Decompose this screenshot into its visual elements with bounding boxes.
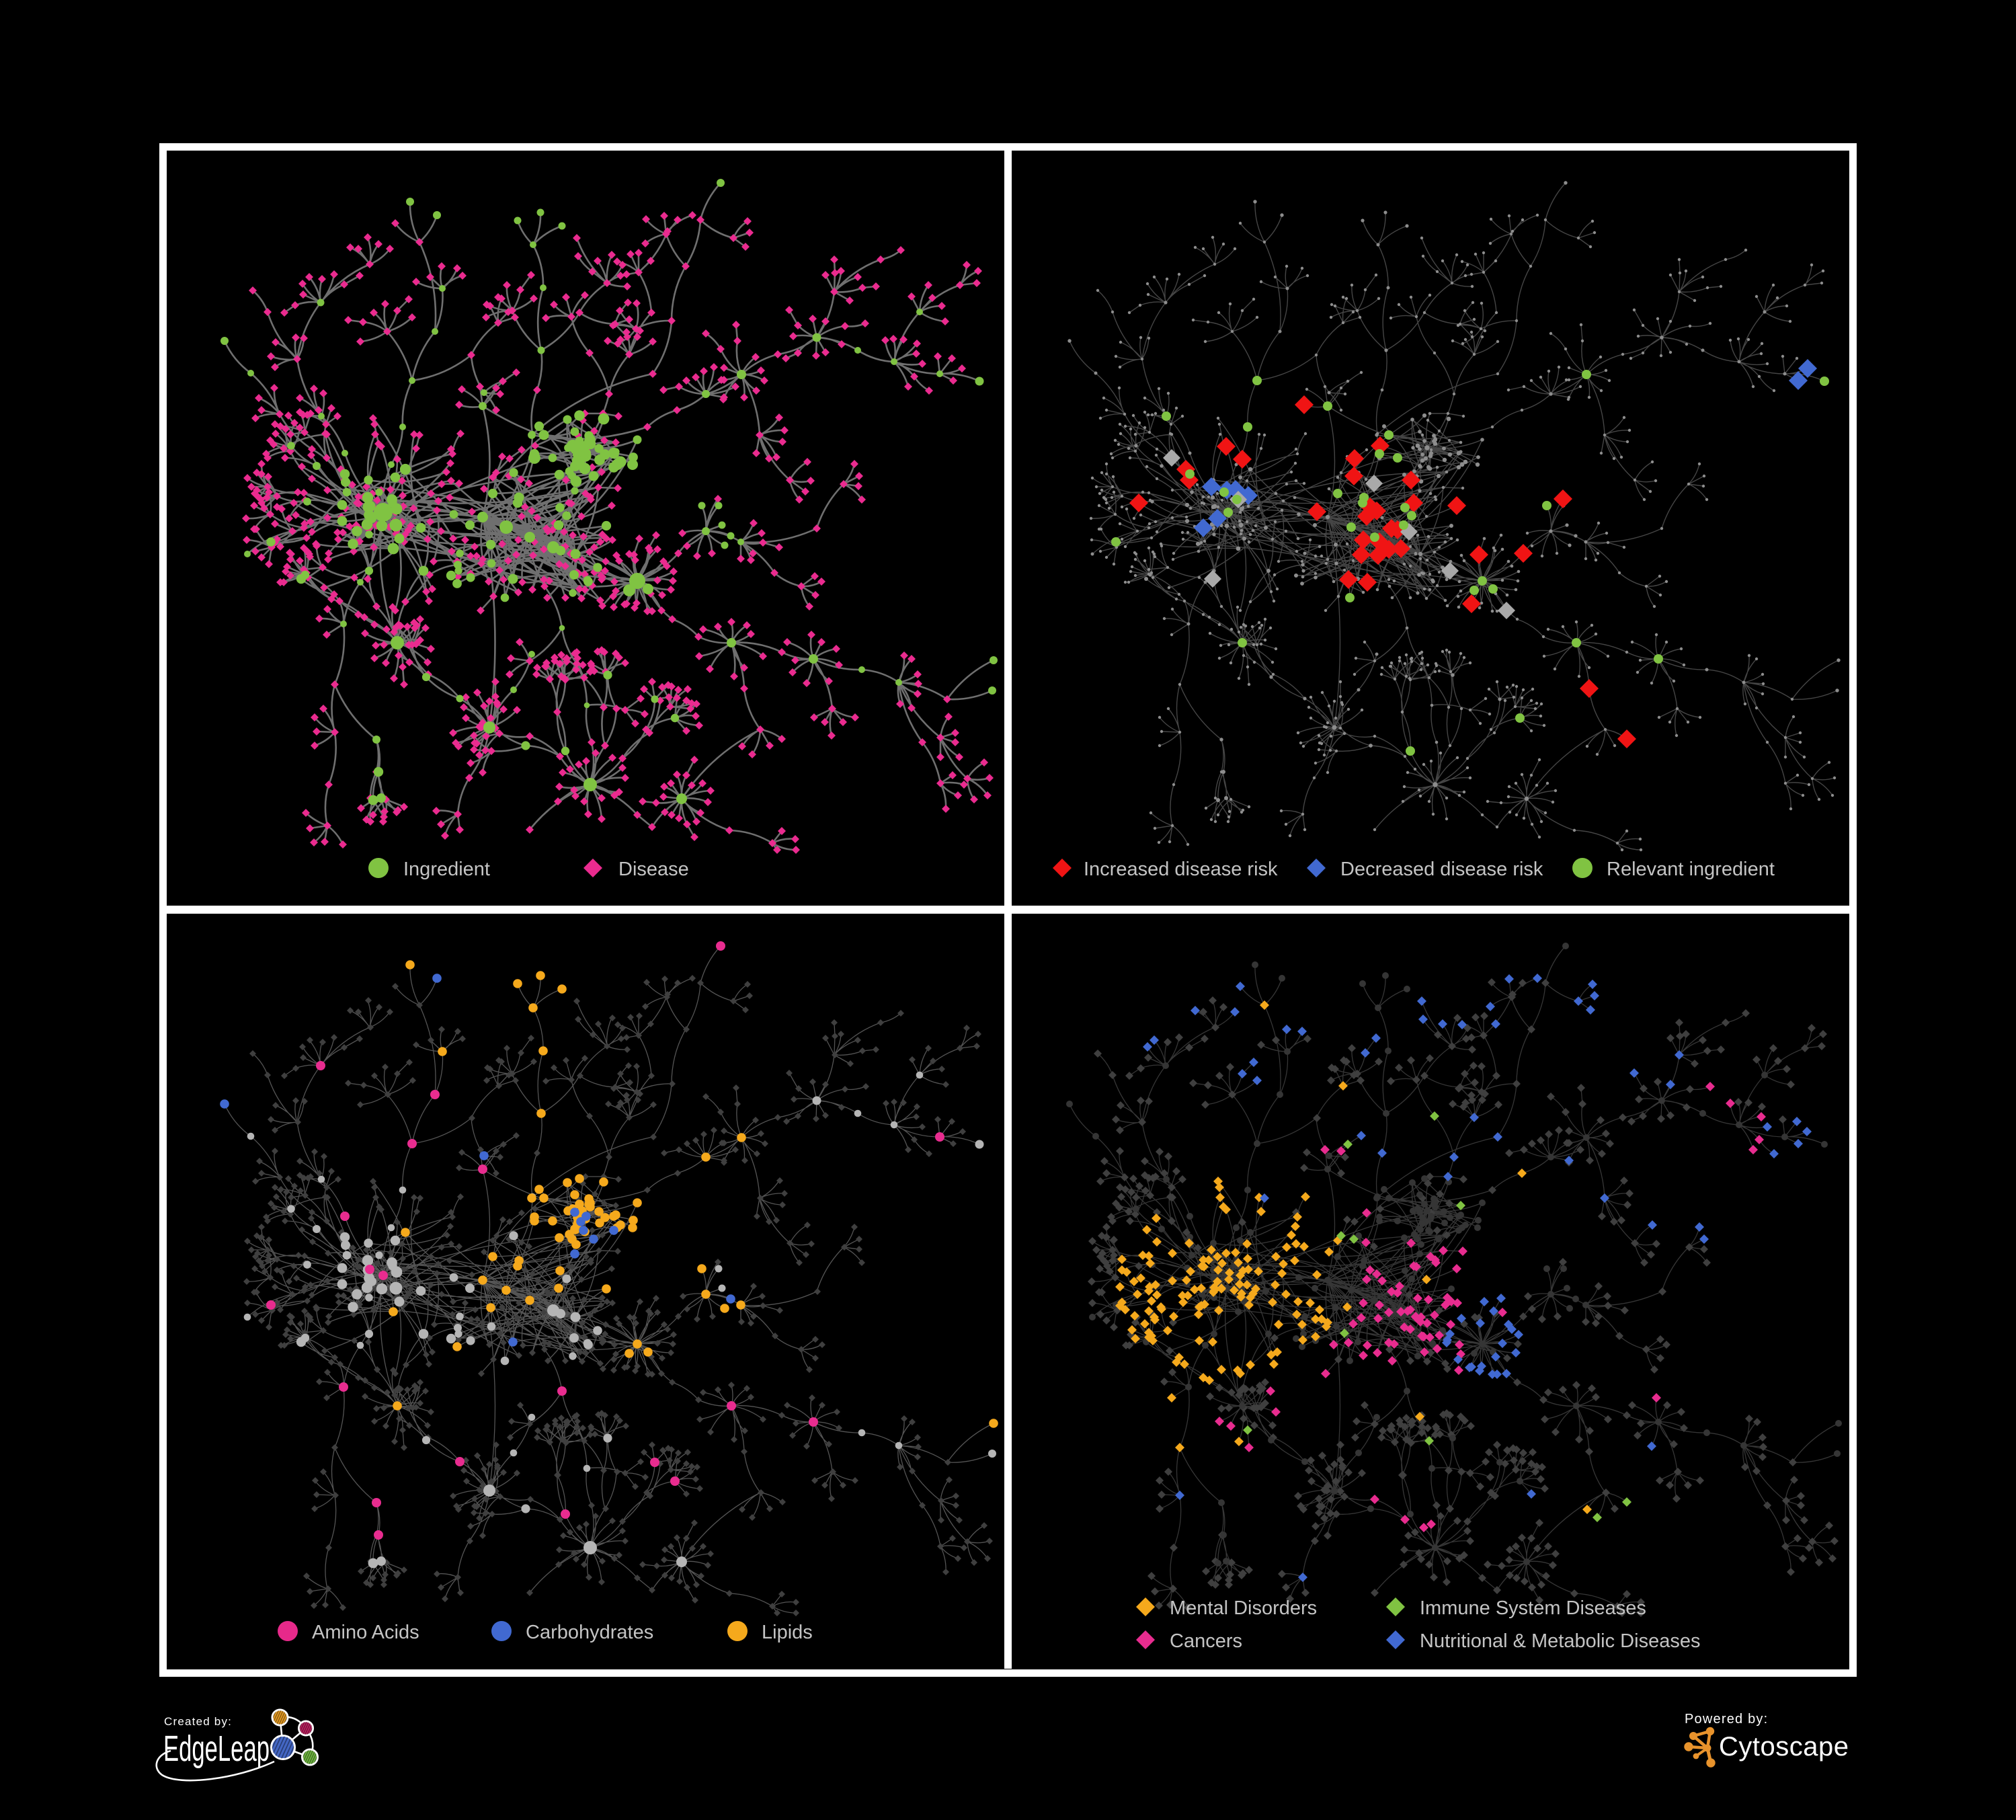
svg-text:Decreased disease risk: Decreased disease risk xyxy=(1340,859,1543,880)
svg-text:EdgeLeap: EdgeLeap xyxy=(163,1729,270,1769)
svg-text:Nutritional & Metabolic Diseas: Nutritional & Metabolic Diseases xyxy=(1420,1630,1700,1652)
svg-text:Increased disease risk: Increased disease risk xyxy=(1084,859,1278,880)
svg-text:Cancers: Cancers xyxy=(1170,1630,1242,1652)
svg-text:Immune System Diseases: Immune System Diseases xyxy=(1420,1597,1646,1619)
svg-text:Powered by:: Powered by: xyxy=(1685,1712,1768,1727)
svg-text:Lipids: Lipids xyxy=(762,1622,813,1643)
svg-text:Created by:: Created by: xyxy=(164,1715,232,1728)
svg-text:Cytoscape: Cytoscape xyxy=(1719,1732,1849,1762)
svg-text:Disease: Disease xyxy=(618,859,689,880)
svg-text:Ingredient: Ingredient xyxy=(403,859,490,880)
svg-text:Relevant ingredient: Relevant ingredient xyxy=(1607,859,1775,880)
svg-text:Carbohydrates: Carbohydrates xyxy=(526,1622,653,1643)
svg-text:Mental Disorders: Mental Disorders xyxy=(1170,1597,1317,1619)
svg-text:Amino Acids: Amino Acids xyxy=(312,1622,419,1643)
